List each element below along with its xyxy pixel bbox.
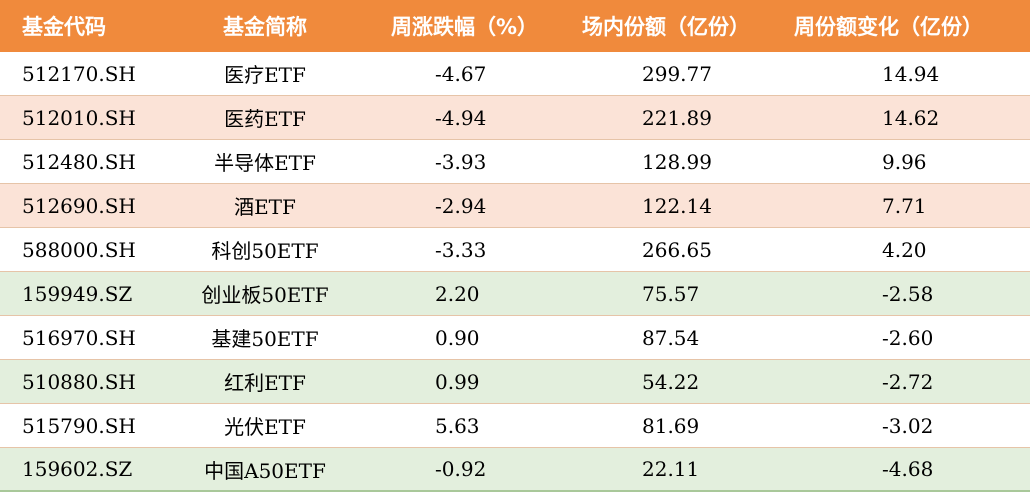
cell-code: 512010.SH [22,105,136,130]
cell-name: 酒ETF [234,195,296,219]
cell-delta: -3.02 [882,413,934,438]
table-body: 512170.SH 医疗ETF -4.67 299.77 14.94 512010.SH 医… [0,52,1030,492]
cell-code: 510880.SH [22,369,136,394]
cell-change: 0.90 [435,325,480,350]
table-row: 588000.SH 科创50ETF -3.33 266.65 4.20 [0,228,1030,272]
table-row: 159949.SZ 创业板50ETF 2.20 75.57 -2.58 [0,272,1030,316]
table-row: 516970.SH 基建50ETF 0.90 87.54 -2.60 [0,316,1030,360]
cell-shares: 54.22 [642,369,700,394]
header-delta: 周份额变化（亿份） [794,15,983,39]
cell-change: -4.94 [435,105,487,130]
cell-name: 中国A50ETF [204,458,326,483]
cell-shares: 87.54 [642,325,700,350]
cell-change: -3.93 [435,149,487,174]
cell-delta: 14.94 [882,61,940,86]
table-row: 512690.SH 酒ETF -2.94 122.14 7.71 [0,184,1030,228]
cell-name: 医疗ETF [224,63,306,87]
cell-code: 512690.SH [22,193,136,218]
cell-name: 创业板50ETF [201,283,329,307]
header-change: 周涨跌幅（%） [391,15,539,39]
cell-delta: 4.20 [882,237,927,262]
table-row: 512480.SH 半导体ETF -3.93 128.99 9.96 [0,140,1030,184]
table-row: 512170.SH 医疗ETF -4.67 299.77 14.94 [0,52,1030,96]
cell-shares: 75.57 [642,281,700,306]
cell-change: -0.92 [435,457,487,481]
cell-name: 科创50ETF [211,239,319,263]
cell-name: 医药ETF [224,107,306,131]
cell-code: 588000.SH [22,237,136,262]
cell-shares: 81.69 [642,413,700,438]
cell-shares: 22.11 [642,457,700,481]
cell-name: 红利ETF [224,371,306,395]
table-row: 159602.SZ 中国A50ETF -0.92 22.11 -4.68 [0,448,1030,492]
cell-shares: 266.65 [642,237,712,262]
cell-shares: 299.77 [642,61,712,86]
cell-delta: -2.58 [882,281,934,306]
cell-code: 159602.SZ [22,457,133,481]
cell-code: 515790.SH [22,413,136,438]
cell-delta: -2.60 [882,325,934,350]
cell-name: 基建50ETF [211,327,319,351]
cell-change: -4.67 [435,61,487,86]
cell-shares: 221.89 [642,105,712,130]
header-code: 基金代码 [22,15,106,39]
cell-code: 159949.SZ [22,281,133,306]
cell-delta: 7.71 [882,193,927,218]
cell-shares: 122.14 [642,193,712,218]
cell-delta: -4.68 [882,457,934,481]
cell-shares: 128.99 [642,149,712,174]
cell-name: 半导体ETF [214,151,316,175]
header-name: 基金简称 [223,15,307,39]
header-shares: 场内份额（亿份） [582,15,750,39]
cell-code: 512480.SH [22,149,136,174]
table-row: 512010.SH 医药ETF -4.94 221.89 14.62 [0,96,1030,140]
cell-change: 2.20 [435,281,480,306]
cell-code: 512170.SH [22,61,136,86]
cell-change: -3.33 [435,237,487,262]
table-header: 基金代码 基金简称 周涨跌幅（%） 场内份额（亿份） 周份额变化（亿份） [0,0,1030,52]
cell-delta: 14.62 [882,105,940,130]
cell-change: -2.94 [435,193,487,218]
table-row: 510880.SH 红利ETF 0.99 54.22 -2.72 [0,360,1030,404]
cell-delta: -2.72 [882,369,934,394]
cell-change: 0.99 [435,369,480,394]
cell-change: 5.63 [435,413,480,438]
cell-code: 516970.SH [22,325,136,350]
table-row: 515790.SH 光伏ETF 5.63 81.69 -3.02 [0,404,1030,448]
cell-delta: 9.96 [882,149,927,174]
cell-name: 光伏ETF [224,415,306,439]
